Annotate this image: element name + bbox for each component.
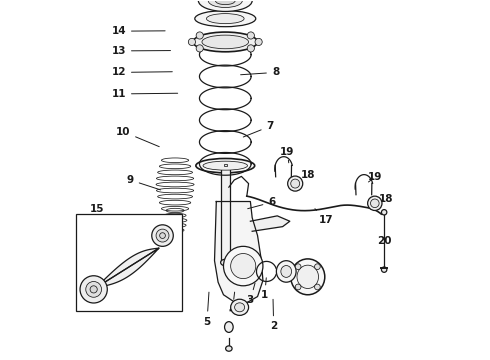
- Ellipse shape: [291, 259, 325, 295]
- Ellipse shape: [281, 266, 292, 277]
- Text: 13: 13: [111, 46, 171, 56]
- Ellipse shape: [381, 210, 387, 215]
- Text: 14: 14: [111, 26, 165, 36]
- Ellipse shape: [235, 303, 245, 312]
- Text: 17: 17: [315, 209, 333, 225]
- Circle shape: [295, 264, 301, 270]
- Text: 8: 8: [241, 67, 279, 77]
- Bar: [223, 164, 227, 166]
- Bar: [76, 214, 182, 311]
- Text: 16: 16: [77, 298, 92, 311]
- Ellipse shape: [231, 299, 248, 315]
- Ellipse shape: [193, 32, 258, 52]
- Circle shape: [152, 225, 173, 246]
- Text: 20: 20: [377, 230, 392, 246]
- Text: 18: 18: [296, 170, 316, 183]
- Circle shape: [315, 284, 320, 290]
- Ellipse shape: [291, 179, 300, 188]
- Text: 4: 4: [229, 292, 236, 315]
- Text: 10: 10: [116, 127, 159, 147]
- Ellipse shape: [203, 161, 247, 170]
- Ellipse shape: [198, 0, 252, 12]
- Polygon shape: [96, 248, 159, 288]
- Ellipse shape: [202, 35, 248, 49]
- Text: 12: 12: [111, 67, 172, 77]
- Ellipse shape: [370, 199, 379, 208]
- Ellipse shape: [381, 267, 387, 273]
- Text: 7: 7: [243, 121, 274, 137]
- Circle shape: [315, 264, 320, 270]
- Text: 2: 2: [270, 299, 277, 331]
- Text: 3: 3: [247, 283, 255, 305]
- Text: 19: 19: [280, 147, 294, 163]
- Text: 16: 16: [145, 239, 159, 256]
- Circle shape: [295, 284, 301, 290]
- Circle shape: [223, 246, 263, 286]
- Ellipse shape: [196, 158, 255, 173]
- Ellipse shape: [220, 259, 230, 266]
- Bar: [220, 167, 230, 262]
- Ellipse shape: [208, 0, 243, 8]
- Text: 19: 19: [368, 172, 382, 182]
- Text: 9: 9: [127, 175, 161, 190]
- Text: 1: 1: [261, 278, 269, 301]
- Circle shape: [196, 45, 203, 52]
- Circle shape: [156, 229, 169, 242]
- Circle shape: [247, 32, 254, 39]
- Circle shape: [160, 233, 166, 238]
- Circle shape: [255, 39, 262, 45]
- Circle shape: [90, 286, 97, 293]
- Text: 5: 5: [203, 292, 211, 327]
- Ellipse shape: [216, 0, 235, 5]
- Ellipse shape: [225, 346, 232, 351]
- Circle shape: [188, 39, 196, 45]
- Circle shape: [86, 282, 101, 297]
- Ellipse shape: [368, 196, 382, 211]
- Polygon shape: [250, 216, 290, 231]
- Circle shape: [247, 45, 254, 52]
- Text: 11: 11: [111, 89, 178, 99]
- Text: 18: 18: [375, 194, 393, 204]
- Text: 6: 6: [247, 197, 275, 209]
- Circle shape: [196, 32, 203, 39]
- Circle shape: [231, 253, 256, 279]
- Circle shape: [80, 276, 107, 303]
- Ellipse shape: [206, 14, 244, 24]
- Ellipse shape: [288, 176, 303, 191]
- Polygon shape: [215, 202, 263, 304]
- Ellipse shape: [276, 261, 296, 282]
- Text: 15: 15: [90, 204, 104, 215]
- Ellipse shape: [224, 321, 233, 332]
- Ellipse shape: [195, 10, 256, 27]
- Ellipse shape: [297, 265, 318, 288]
